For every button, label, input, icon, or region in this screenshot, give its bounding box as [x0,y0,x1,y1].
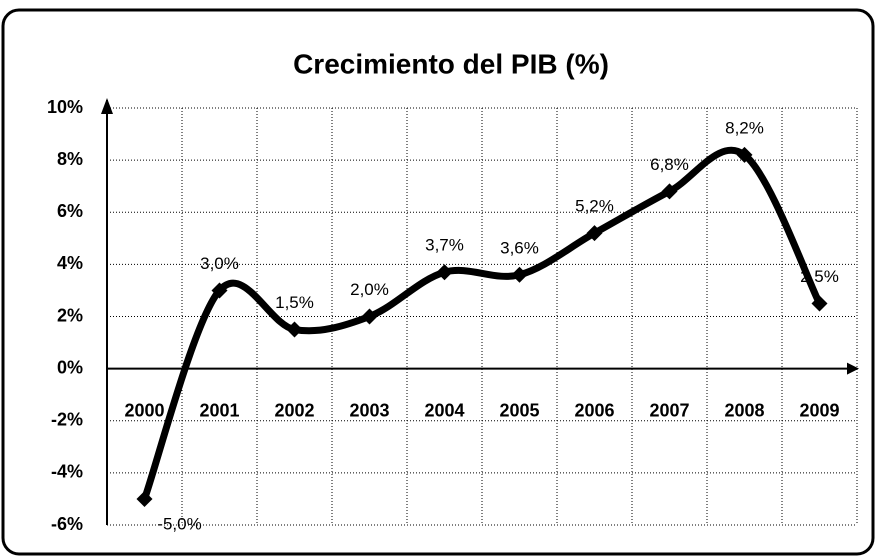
data-label: 3,0% [200,254,239,273]
chart-frame [1,8,875,556]
data-label: -5,0% [157,514,201,533]
y-tick-label: 6% [57,201,83,221]
x-tick-label: 2009 [799,400,839,420]
y-axis-arrow [101,98,113,114]
data-marker [586,225,603,242]
data-marker [736,146,753,163]
x-tick-label: 2001 [199,400,239,420]
data-marker [811,295,828,312]
data-marker [361,308,378,325]
x-tick-label: 2000 [124,400,164,420]
y-tick-label: 0% [57,357,83,377]
data-label: 3,7% [425,236,464,255]
x-tick-label: 2002 [274,400,314,420]
x-axis-arrow [847,362,859,375]
data-label: 2,5% [800,267,839,286]
data-marker [211,282,228,299]
x-tick-label: 2008 [724,400,764,420]
x-tick-label: 2003 [349,400,389,420]
data-label: 1,5% [275,293,314,312]
x-tick-label: 2005 [499,400,539,420]
data-marker [286,321,303,338]
data-label: 6,8% [650,155,689,174]
data-label: 3,6% [500,238,539,257]
x-tick-label: 2006 [574,400,614,420]
data-marker [511,266,528,283]
x-tick-label: 2007 [649,400,689,420]
data-marker [436,264,453,281]
y-tick-label: 10% [47,97,83,117]
y-tick-label: 2% [57,305,83,325]
data-label: 5,2% [575,197,614,216]
x-tick-label: 2004 [424,400,464,420]
y-tick-label: -6% [51,514,83,534]
data-label: 2,0% [350,280,389,299]
y-tick-label: 4% [57,253,83,273]
data-marker [136,490,153,507]
y-tick-label: -4% [51,462,83,482]
y-tick-label: 8% [57,149,83,169]
data-line [141,146,823,503]
data-label: 8,2% [725,118,764,137]
data-marker [661,183,678,200]
chart-title: Crecimiento del PIB (%) [293,48,609,79]
y-tick-label: -2% [51,410,83,430]
